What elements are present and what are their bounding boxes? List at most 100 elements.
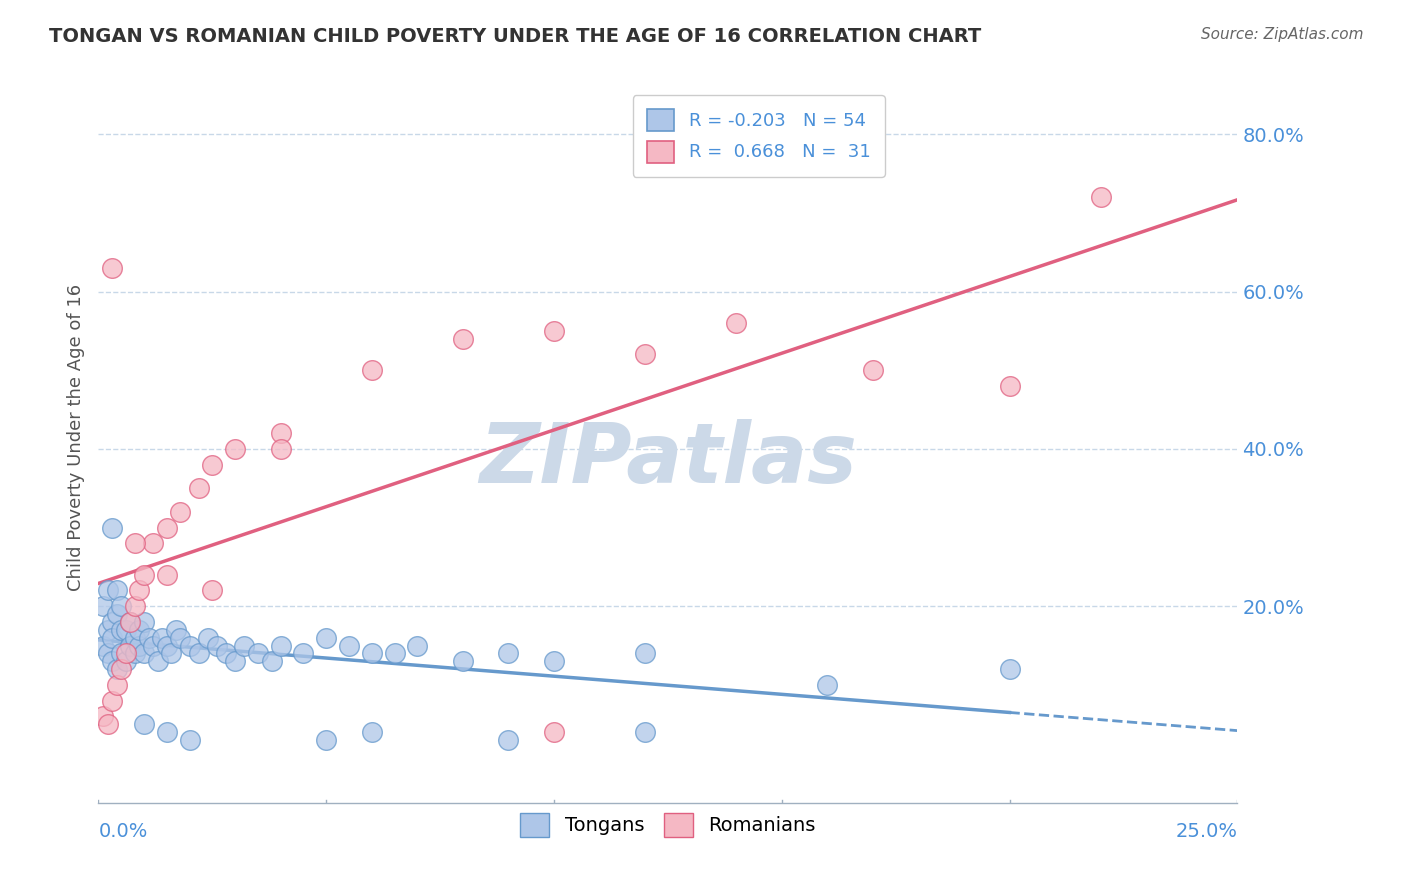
Point bbox=[725, 316, 748, 330]
Point bbox=[105, 662, 128, 676]
Point bbox=[406, 639, 429, 653]
Point bbox=[120, 615, 142, 629]
Point bbox=[101, 520, 124, 534]
Point bbox=[292, 646, 315, 660]
Point bbox=[543, 725, 565, 739]
Point bbox=[634, 725, 657, 739]
Point bbox=[146, 654, 169, 668]
Point bbox=[96, 583, 118, 598]
Point bbox=[270, 426, 292, 441]
Point bbox=[96, 646, 118, 660]
Point bbox=[105, 607, 128, 621]
Point bbox=[498, 732, 520, 747]
Point bbox=[360, 725, 382, 739]
Point bbox=[124, 646, 146, 660]
Point bbox=[246, 646, 269, 660]
Point bbox=[260, 654, 283, 668]
Point bbox=[160, 646, 183, 660]
Point bbox=[101, 654, 124, 668]
Point bbox=[91, 639, 114, 653]
Point bbox=[998, 379, 1021, 393]
Point bbox=[337, 639, 360, 653]
Point bbox=[105, 583, 128, 598]
Point bbox=[114, 654, 136, 668]
Point bbox=[315, 631, 337, 645]
Point bbox=[451, 654, 474, 668]
Point bbox=[96, 717, 118, 731]
Point bbox=[114, 646, 136, 660]
Point bbox=[169, 631, 191, 645]
Point bbox=[1090, 190, 1112, 204]
Point bbox=[165, 623, 187, 637]
Point bbox=[862, 363, 884, 377]
Point bbox=[233, 639, 256, 653]
Point bbox=[132, 717, 155, 731]
Point bbox=[634, 646, 657, 660]
Point bbox=[124, 536, 146, 550]
Point bbox=[543, 324, 565, 338]
Point bbox=[101, 615, 124, 629]
Point bbox=[179, 639, 201, 653]
Point bbox=[179, 732, 201, 747]
Point bbox=[201, 458, 224, 472]
Point bbox=[124, 631, 146, 645]
Text: Source: ZipAtlas.com: Source: ZipAtlas.com bbox=[1201, 27, 1364, 42]
Point bbox=[187, 481, 209, 495]
Point bbox=[101, 260, 124, 275]
Point bbox=[124, 599, 146, 614]
Point bbox=[110, 599, 132, 614]
Point bbox=[132, 567, 155, 582]
Point bbox=[138, 631, 160, 645]
Text: ZIPatlas: ZIPatlas bbox=[479, 418, 856, 500]
Point bbox=[543, 654, 565, 668]
Point bbox=[998, 662, 1021, 676]
Point bbox=[101, 693, 124, 707]
Point bbox=[197, 631, 219, 645]
Point bbox=[156, 567, 179, 582]
Text: 25.0%: 25.0% bbox=[1175, 822, 1237, 841]
Point bbox=[128, 639, 150, 653]
Point bbox=[91, 599, 114, 614]
Point bbox=[451, 332, 474, 346]
Point bbox=[142, 536, 165, 550]
Point bbox=[315, 732, 337, 747]
Point bbox=[156, 520, 179, 534]
Point bbox=[110, 623, 132, 637]
Point bbox=[169, 505, 191, 519]
Point bbox=[634, 347, 657, 361]
Point bbox=[120, 639, 142, 653]
Point bbox=[114, 623, 136, 637]
Point bbox=[132, 646, 155, 660]
Point bbox=[110, 662, 132, 676]
Point bbox=[150, 631, 173, 645]
Text: 0.0%: 0.0% bbox=[98, 822, 148, 841]
Point bbox=[360, 363, 382, 377]
Point bbox=[128, 583, 150, 598]
Point bbox=[815, 678, 838, 692]
Point bbox=[142, 639, 165, 653]
Point bbox=[498, 646, 520, 660]
Point bbox=[215, 646, 238, 660]
Y-axis label: Child Poverty Under the Age of 16: Child Poverty Under the Age of 16 bbox=[66, 284, 84, 591]
Point bbox=[96, 623, 118, 637]
Point bbox=[132, 615, 155, 629]
Point bbox=[105, 678, 128, 692]
Point bbox=[224, 654, 246, 668]
Point bbox=[91, 709, 114, 723]
Legend: Tongans, Romanians: Tongans, Romanians bbox=[512, 805, 824, 845]
Point bbox=[270, 639, 292, 653]
Point bbox=[128, 623, 150, 637]
Point bbox=[205, 639, 228, 653]
Point bbox=[360, 646, 382, 660]
Point bbox=[156, 725, 179, 739]
Point bbox=[270, 442, 292, 456]
Point bbox=[201, 583, 224, 598]
Point bbox=[110, 646, 132, 660]
Point bbox=[187, 646, 209, 660]
Point bbox=[156, 639, 179, 653]
Point bbox=[224, 442, 246, 456]
Text: TONGAN VS ROMANIAN CHILD POVERTY UNDER THE AGE OF 16 CORRELATION CHART: TONGAN VS ROMANIAN CHILD POVERTY UNDER T… bbox=[49, 27, 981, 45]
Point bbox=[384, 646, 406, 660]
Point bbox=[120, 615, 142, 629]
Point bbox=[101, 631, 124, 645]
